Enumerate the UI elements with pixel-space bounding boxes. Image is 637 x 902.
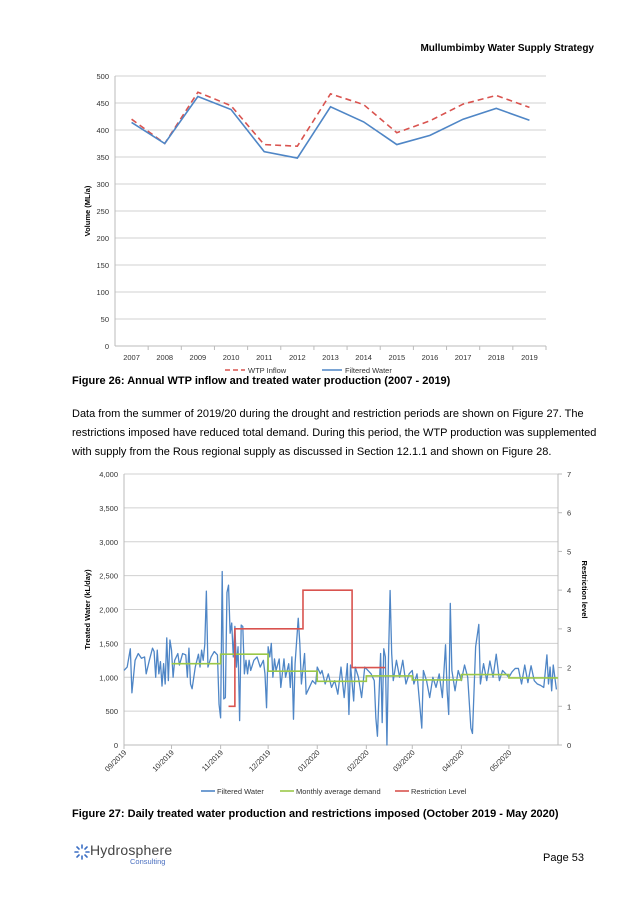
figure-27-caption: Figure 27: Daily treated water productio…: [72, 808, 559, 820]
y2-tick-label: 4: [567, 586, 571, 595]
y-tick-label: 450: [96, 99, 109, 108]
x-tick-label: 05/2020: [488, 748, 514, 774]
y2-tick-label: 7: [567, 470, 571, 479]
x-tick-label: 2011: [256, 353, 272, 362]
x-tick-label: 10/2019: [150, 748, 176, 774]
x-tick-label: 2010: [223, 353, 240, 362]
y2-tick-label: 5: [567, 547, 571, 556]
x-tick-label: 2019: [521, 353, 538, 362]
legend-label: Filtered Water: [345, 366, 392, 375]
x-tick-label: 09/2019: [103, 748, 129, 774]
x-tick-label: 2018: [488, 353, 505, 362]
y-tick-label: 400: [96, 126, 109, 135]
y-tick-label: 350: [96, 153, 109, 162]
figure-27-chart: 0 500 1,000 1,500 2,000 2,500 3,000 3,500 4,000 0…: [83, 470, 589, 796]
series-line-restriction-level: [228, 589, 386, 708]
y-tick-label: 3,500: [99, 504, 118, 513]
x-tick-label: 2007: [123, 353, 140, 362]
y2-tick-label: 6: [567, 509, 571, 518]
y2-tick-label: 3: [567, 625, 571, 634]
y2-axis-title: Restriction level: [580, 561, 589, 619]
y-tick-label: 50: [101, 315, 109, 324]
y-tick-label: 150: [96, 261, 109, 270]
y-tick-label: 3,000: [99, 538, 118, 547]
y-tick-label: 500: [105, 707, 118, 716]
x-tick-label: 04/2020: [440, 748, 466, 774]
logo-subtext: Consulting: [130, 857, 166, 866]
series-line-monthly-average-demand: [171, 653, 558, 683]
y-tick-label: 1,000: [99, 673, 118, 682]
body-paragraph: Data from the summer of 2019/20 during t…: [72, 408, 597, 458]
y-tick-label: 500: [96, 72, 109, 81]
legend-label: Filtered Water: [217, 787, 264, 796]
legend-label: Monthly average demand: [296, 787, 381, 796]
x-tick-label: 2009: [190, 353, 207, 362]
x-tick-label: 01/2020: [296, 748, 322, 774]
x-tick-label: 02/2020: [345, 748, 371, 774]
y-tick-label: 0: [114, 741, 118, 750]
x-tick-label: 2012: [289, 353, 306, 362]
y-tick-label: 2,500: [99, 572, 118, 581]
document-header: Mullumbimby Water Supply Strategy: [420, 43, 594, 54]
y-tick-label: 4,000: [99, 470, 118, 479]
figure-26-caption: Figure 26: Annual WTP inflow and treated…: [72, 375, 451, 387]
x-tick-label: 03/2020: [391, 748, 417, 774]
legend-label: WTP Inflow: [248, 366, 287, 375]
page-number: Page 53: [543, 852, 584, 864]
y-tick-label: 0: [105, 342, 109, 351]
x-tick-label: 2013: [322, 353, 339, 362]
x-tick-label: 2015: [388, 353, 405, 362]
x-tick-label: 11/2019: [200, 748, 225, 773]
x-tick-label: 2016: [422, 353, 439, 362]
y-axis-title: Treated Water (kL/day): [83, 569, 92, 650]
y-tick-label: 300: [96, 180, 109, 189]
y2-tick-label: 0: [567, 741, 571, 750]
series-line-filtered-water: [123, 570, 558, 746]
series-line-wtp-inflow: [131, 91, 530, 148]
y-tick-label: 250: [96, 207, 109, 216]
y-tick-label: 200: [96, 234, 109, 243]
x-tick-label: 12/2019: [247, 748, 273, 774]
figure-26-chart: 0 50 100 150 200 250 300 350 400 450 500 2007 2008 20…: [83, 72, 547, 375]
series-line-filtered-water: [131, 95, 530, 159]
legend-label: Restriction Level: [411, 787, 467, 796]
y-axis-title: Volume (ML/a): [83, 185, 92, 236]
y2-tick-label: 2: [567, 664, 571, 673]
x-tick-label: 2014: [355, 353, 372, 362]
y2-tick-label: 1: [567, 702, 571, 711]
x-tick-label: 2008: [156, 353, 173, 362]
logo-sunburst-icon: [74, 844, 90, 860]
x-tick-label: 2017: [455, 353, 472, 362]
y-tick-label: 2,000: [99, 606, 118, 615]
logo-text: Hydrosphere: [90, 842, 173, 858]
y-tick-label: 1,500: [99, 639, 118, 648]
y-tick-label: 100: [96, 288, 109, 297]
